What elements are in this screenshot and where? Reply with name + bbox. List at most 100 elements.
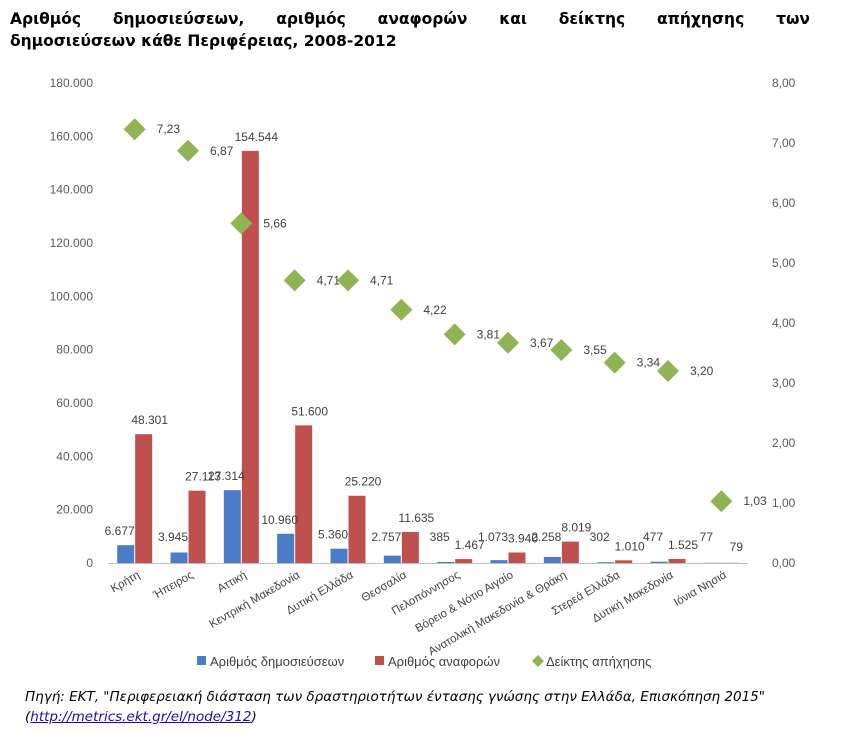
- marker-impact: [710, 490, 733, 513]
- label-publications: 77: [700, 530, 714, 544]
- label-impact: 3,81: [477, 327, 501, 341]
- source-paren-open: (: [25, 709, 31, 725]
- label-impact: 1,03: [743, 494, 767, 508]
- bar-citations: [135, 434, 153, 563]
- bar-publications: [490, 560, 508, 563]
- y-left-tick-label: 40.000: [56, 449, 93, 463]
- title-word: απήχησης: [656, 10, 745, 28]
- y-right-tick-label: 7,00: [772, 136, 796, 150]
- y-right-tick-label: 8,00: [772, 76, 796, 90]
- label-publications: 477: [643, 530, 663, 544]
- y-right-tick-label: 4,00: [772, 316, 796, 330]
- bar-publications: [650, 561, 668, 563]
- y-right-tick-label: 2,00: [772, 436, 796, 450]
- y-right-tick-label: 3,00: [772, 376, 796, 390]
- x-category-label: Κρήτη: [109, 569, 142, 595]
- label-citations: 51.600: [291, 404, 328, 418]
- marker-impact: [550, 339, 573, 361]
- label-impact: 3,67: [530, 336, 554, 350]
- bar-publications: [117, 545, 135, 563]
- bar-publications: [383, 555, 401, 563]
- bar-citations: [401, 531, 419, 563]
- bar-publications: [543, 556, 561, 563]
- marker-impact: [390, 298, 413, 321]
- label-citations: 8.019: [561, 521, 591, 535]
- label-impact: 4,22: [423, 303, 447, 317]
- title-word: Αριθμός: [10, 10, 82, 28]
- label-impact: 5,66: [263, 216, 287, 230]
- label-impact: 6,87: [210, 144, 234, 158]
- legend-swatch: [197, 656, 206, 665]
- label-citations: 1.525: [668, 538, 698, 552]
- y-left-tick-label: 60.000: [56, 396, 93, 410]
- label-publications: 385: [430, 530, 450, 544]
- source-paren-close: ): [251, 709, 257, 725]
- label-publications: 6.677: [105, 524, 135, 538]
- label-citations: 3.940: [508, 531, 538, 545]
- bar-publications: [170, 552, 188, 563]
- marker-impact: [657, 360, 679, 382]
- legend-label: Δείκτης απήχησης: [546, 654, 651, 669]
- legend-swatch: [375, 656, 384, 665]
- legend-swatch: [532, 655, 544, 667]
- label-publications: 10.960: [261, 513, 298, 527]
- legend-label: Αριθμός δημοσιεύσεων: [210, 654, 344, 669]
- bar-citations: [188, 490, 206, 563]
- label-publications: 27.314: [208, 469, 245, 483]
- label-impact: 7,23: [157, 122, 181, 136]
- y-left-tick-label: 180.000: [50, 76, 94, 90]
- label-citations: 79: [730, 540, 744, 554]
- marker-impact: [337, 269, 359, 292]
- label-citations: 25.220: [345, 475, 382, 489]
- x-category-label: Κεντρική Μακεδονία: [207, 569, 302, 631]
- y-left-tick-label: 140.000: [50, 183, 94, 197]
- y-left-tick-label: 100.000: [50, 289, 94, 303]
- title-line-2: δημοσιεύσεων κάθε Περιφέρειας, 2008-2012: [10, 32, 397, 50]
- bar-citations: [615, 560, 633, 563]
- marker-impact: [177, 139, 199, 162]
- bar-citations: [561, 541, 579, 563]
- y-left-tick-label: 120.000: [50, 236, 94, 250]
- bar-citations: [348, 495, 366, 563]
- bar-publications: [223, 490, 241, 563]
- y-right-tick-label: 1,00: [772, 496, 796, 510]
- source-link[interactable]: http://metrics.ekt.gr/el/node/312: [30, 709, 252, 725]
- label-impact: 3,34: [637, 356, 661, 370]
- bar-publications: [330, 548, 348, 563]
- legend-label: Αριθμός αναφορών: [388, 654, 500, 669]
- marker-impact: [603, 351, 626, 374]
- combo-chart: 0 20.000 40.000 60.000 80.000 100.000 120.000 1…: [50, 76, 796, 669]
- label-citations: 154.544: [235, 130, 279, 144]
- x-category-label: Αττική: [216, 569, 249, 595]
- title-word: αναφορών: [377, 10, 468, 28]
- label-publications: 2.757: [371, 530, 401, 544]
- label-citations: 11.635: [398, 511, 434, 525]
- marker-impact: [283, 269, 306, 292]
- label-publications: 3.945: [158, 530, 188, 544]
- bar-publications: [437, 561, 455, 563]
- y-right-tick-label: 5,00: [772, 256, 796, 270]
- x-category-label: Θεσσαλία: [360, 569, 409, 605]
- bar-citations: [508, 552, 526, 563]
- y-left-tick-label: 160.000: [50, 129, 94, 143]
- bar-publications: [277, 533, 295, 563]
- y-left-tick-label: 80.000: [56, 343, 93, 357]
- x-category-label: Ιόνια Νησιά: [672, 569, 729, 609]
- bar-publications: [597, 562, 615, 563]
- bar-citations: [668, 558, 686, 563]
- label-publications: 302: [590, 530, 610, 544]
- marker-impact: [443, 323, 466, 346]
- y-left-tick-label: 0: [86, 556, 93, 570]
- label-citations: 48.301: [131, 413, 168, 427]
- bar-citations: [455, 559, 473, 563]
- title-word: των: [776, 10, 810, 28]
- bar-citations: [295, 425, 313, 563]
- y-left-tick-label: 20.000: [56, 503, 93, 517]
- label-citations: 1.467: [455, 538, 485, 552]
- label-publications: 5.360: [318, 528, 348, 542]
- y-right-tick-label: 0,00: [772, 556, 796, 570]
- label-impact: 3,20: [690, 364, 714, 378]
- bar-citations: [241, 150, 259, 563]
- label-publications: 1.073: [478, 530, 508, 544]
- x-category-label: Ήπειρος: [151, 569, 196, 602]
